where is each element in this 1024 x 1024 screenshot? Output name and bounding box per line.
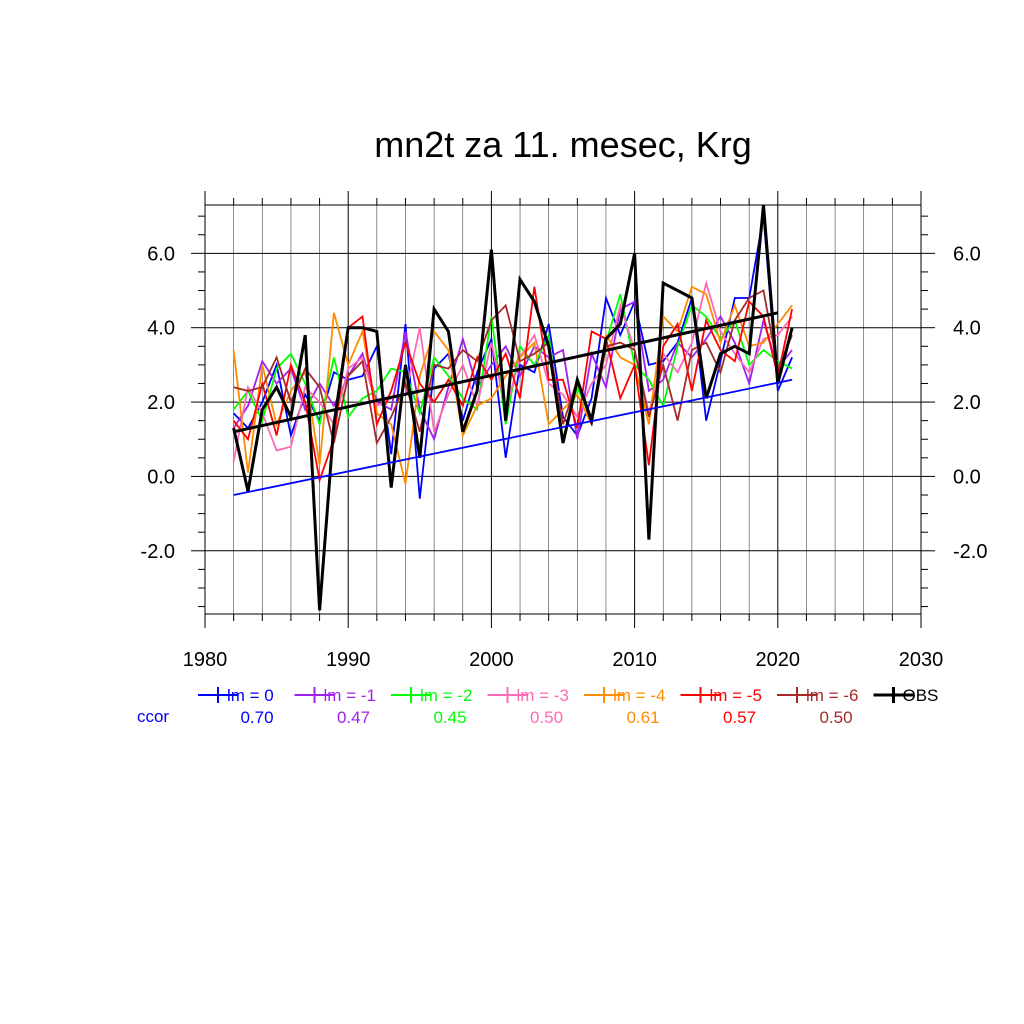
legend-ccor-value: 0.57 <box>723 708 756 727</box>
y-tick-label-right: 6.0 <box>953 243 981 265</box>
legend-label: lm = -2 <box>420 686 472 705</box>
axes: 1980 1990 2000 2010 2020 2030 -2.0 -2.0 0.0 0.0 2.… <box>141 191 987 671</box>
legend-label: OBS <box>903 686 939 705</box>
trend-line <box>233 311 779 434</box>
series-line-obs <box>232 204 794 611</box>
series-lines <box>232 204 794 611</box>
y-tick-label: 0.0 <box>147 466 175 488</box>
x-tick-label: 1980 <box>183 649 228 671</box>
legend-ccor-value: 0.70 <box>240 708 273 727</box>
legend-ccor-value: 0.61 <box>626 708 659 727</box>
plot-frame <box>204 204 922 615</box>
y-tick-label: 4.0 <box>147 318 175 340</box>
y-tick-label-right: 0.0 <box>953 466 981 488</box>
y-tick-label: 6.0 <box>147 243 175 265</box>
legend: lm = 0 0.70 lm = -1 0.47 lm = -2 0.45 lm = -3 0… <box>198 686 938 727</box>
legend-ccor-value: 0.50 <box>819 708 852 727</box>
x-tick-label: 2010 <box>612 649 657 671</box>
legend-label: lm = -5 <box>710 686 762 705</box>
x-tick-label: 2020 <box>756 649 801 671</box>
legend-label: lm = -4 <box>613 686 665 705</box>
trend-line <box>233 378 793 496</box>
series-line-lm-3 <box>232 279 793 462</box>
y-tick-label: 2.0 <box>147 392 175 414</box>
legend-label: lm = -3 <box>517 686 569 705</box>
y-tick-label-right: -2.0 <box>953 541 987 563</box>
y-tick-label-right: 4.0 <box>953 318 981 340</box>
legend-label: lm = 0 <box>227 686 274 705</box>
x-tick-label: 2000 <box>469 649 514 671</box>
ccor-label: ccor <box>137 707 169 726</box>
legend-label: lm = -1 <box>324 686 376 705</box>
series-line-lm-4 <box>232 285 793 485</box>
x-tick-label: 2030 <box>899 649 944 671</box>
chart-title: mn2t za 11. mesec, Krg <box>374 124 752 165</box>
legend-ccor-value: 0.47 <box>337 708 370 727</box>
legend-label: lm = -6 <box>806 686 858 705</box>
legend-ccor-value: 0.45 <box>433 708 466 727</box>
legend-ccor-value: 0.50 <box>530 708 563 727</box>
x-tick-label: 1990 <box>326 649 371 671</box>
y-tick-label: -2.0 <box>141 541 175 563</box>
y-tick-label-right: 2.0 <box>953 392 981 414</box>
